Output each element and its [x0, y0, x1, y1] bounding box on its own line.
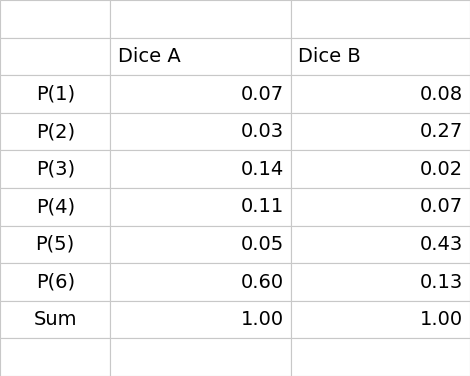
Bar [291, 0, 470, 38]
Bar [291, 301, 470, 338]
Bar [110, 226, 291, 263]
Text: 0.13: 0.13 [420, 273, 463, 291]
Bar [110, 188, 291, 226]
Bar [291, 38, 470, 75]
Bar [110, 75, 291, 113]
Bar [0, 226, 110, 263]
Bar [0, 301, 110, 338]
Bar [0, 338, 110, 376]
Text: P(2): P(2) [36, 122, 75, 141]
Bar [0, 113, 110, 150]
Text: 0.07: 0.07 [241, 85, 284, 103]
Text: Sum: Sum [33, 310, 77, 329]
Bar [110, 263, 291, 301]
Bar [110, 301, 291, 338]
Bar [291, 338, 470, 376]
Text: 0.03: 0.03 [241, 122, 284, 141]
Text: 0.14: 0.14 [241, 160, 284, 179]
Bar [0, 75, 110, 113]
Bar [291, 188, 470, 226]
Bar [110, 0, 291, 38]
Bar [110, 150, 291, 188]
Text: P(6): P(6) [36, 273, 75, 291]
Text: 0.60: 0.60 [241, 273, 284, 291]
Text: 0.43: 0.43 [420, 235, 463, 254]
Bar [0, 263, 110, 301]
Bar [110, 338, 291, 376]
Text: 0.08: 0.08 [420, 85, 463, 103]
Bar [110, 38, 291, 75]
Bar [291, 226, 470, 263]
Text: P(1): P(1) [36, 85, 75, 103]
Bar [0, 188, 110, 226]
Text: 0.27: 0.27 [420, 122, 463, 141]
Text: 0.07: 0.07 [420, 197, 463, 216]
Bar [110, 113, 291, 150]
Text: P(3): P(3) [36, 160, 75, 179]
Bar [0, 38, 110, 75]
Text: 0.11: 0.11 [241, 197, 284, 216]
Bar [291, 75, 470, 113]
Text: 1.00: 1.00 [241, 310, 284, 329]
Text: 1.00: 1.00 [420, 310, 463, 329]
Bar [291, 263, 470, 301]
Bar [291, 113, 470, 150]
Text: P(5): P(5) [36, 235, 75, 254]
Bar [0, 150, 110, 188]
Bar [0, 0, 110, 38]
Text: P(4): P(4) [36, 197, 75, 216]
Text: Dice B: Dice B [298, 47, 361, 66]
Text: Dice A: Dice A [118, 47, 180, 66]
Text: 0.02: 0.02 [420, 160, 463, 179]
Text: 0.05: 0.05 [241, 235, 284, 254]
Bar [291, 150, 470, 188]
